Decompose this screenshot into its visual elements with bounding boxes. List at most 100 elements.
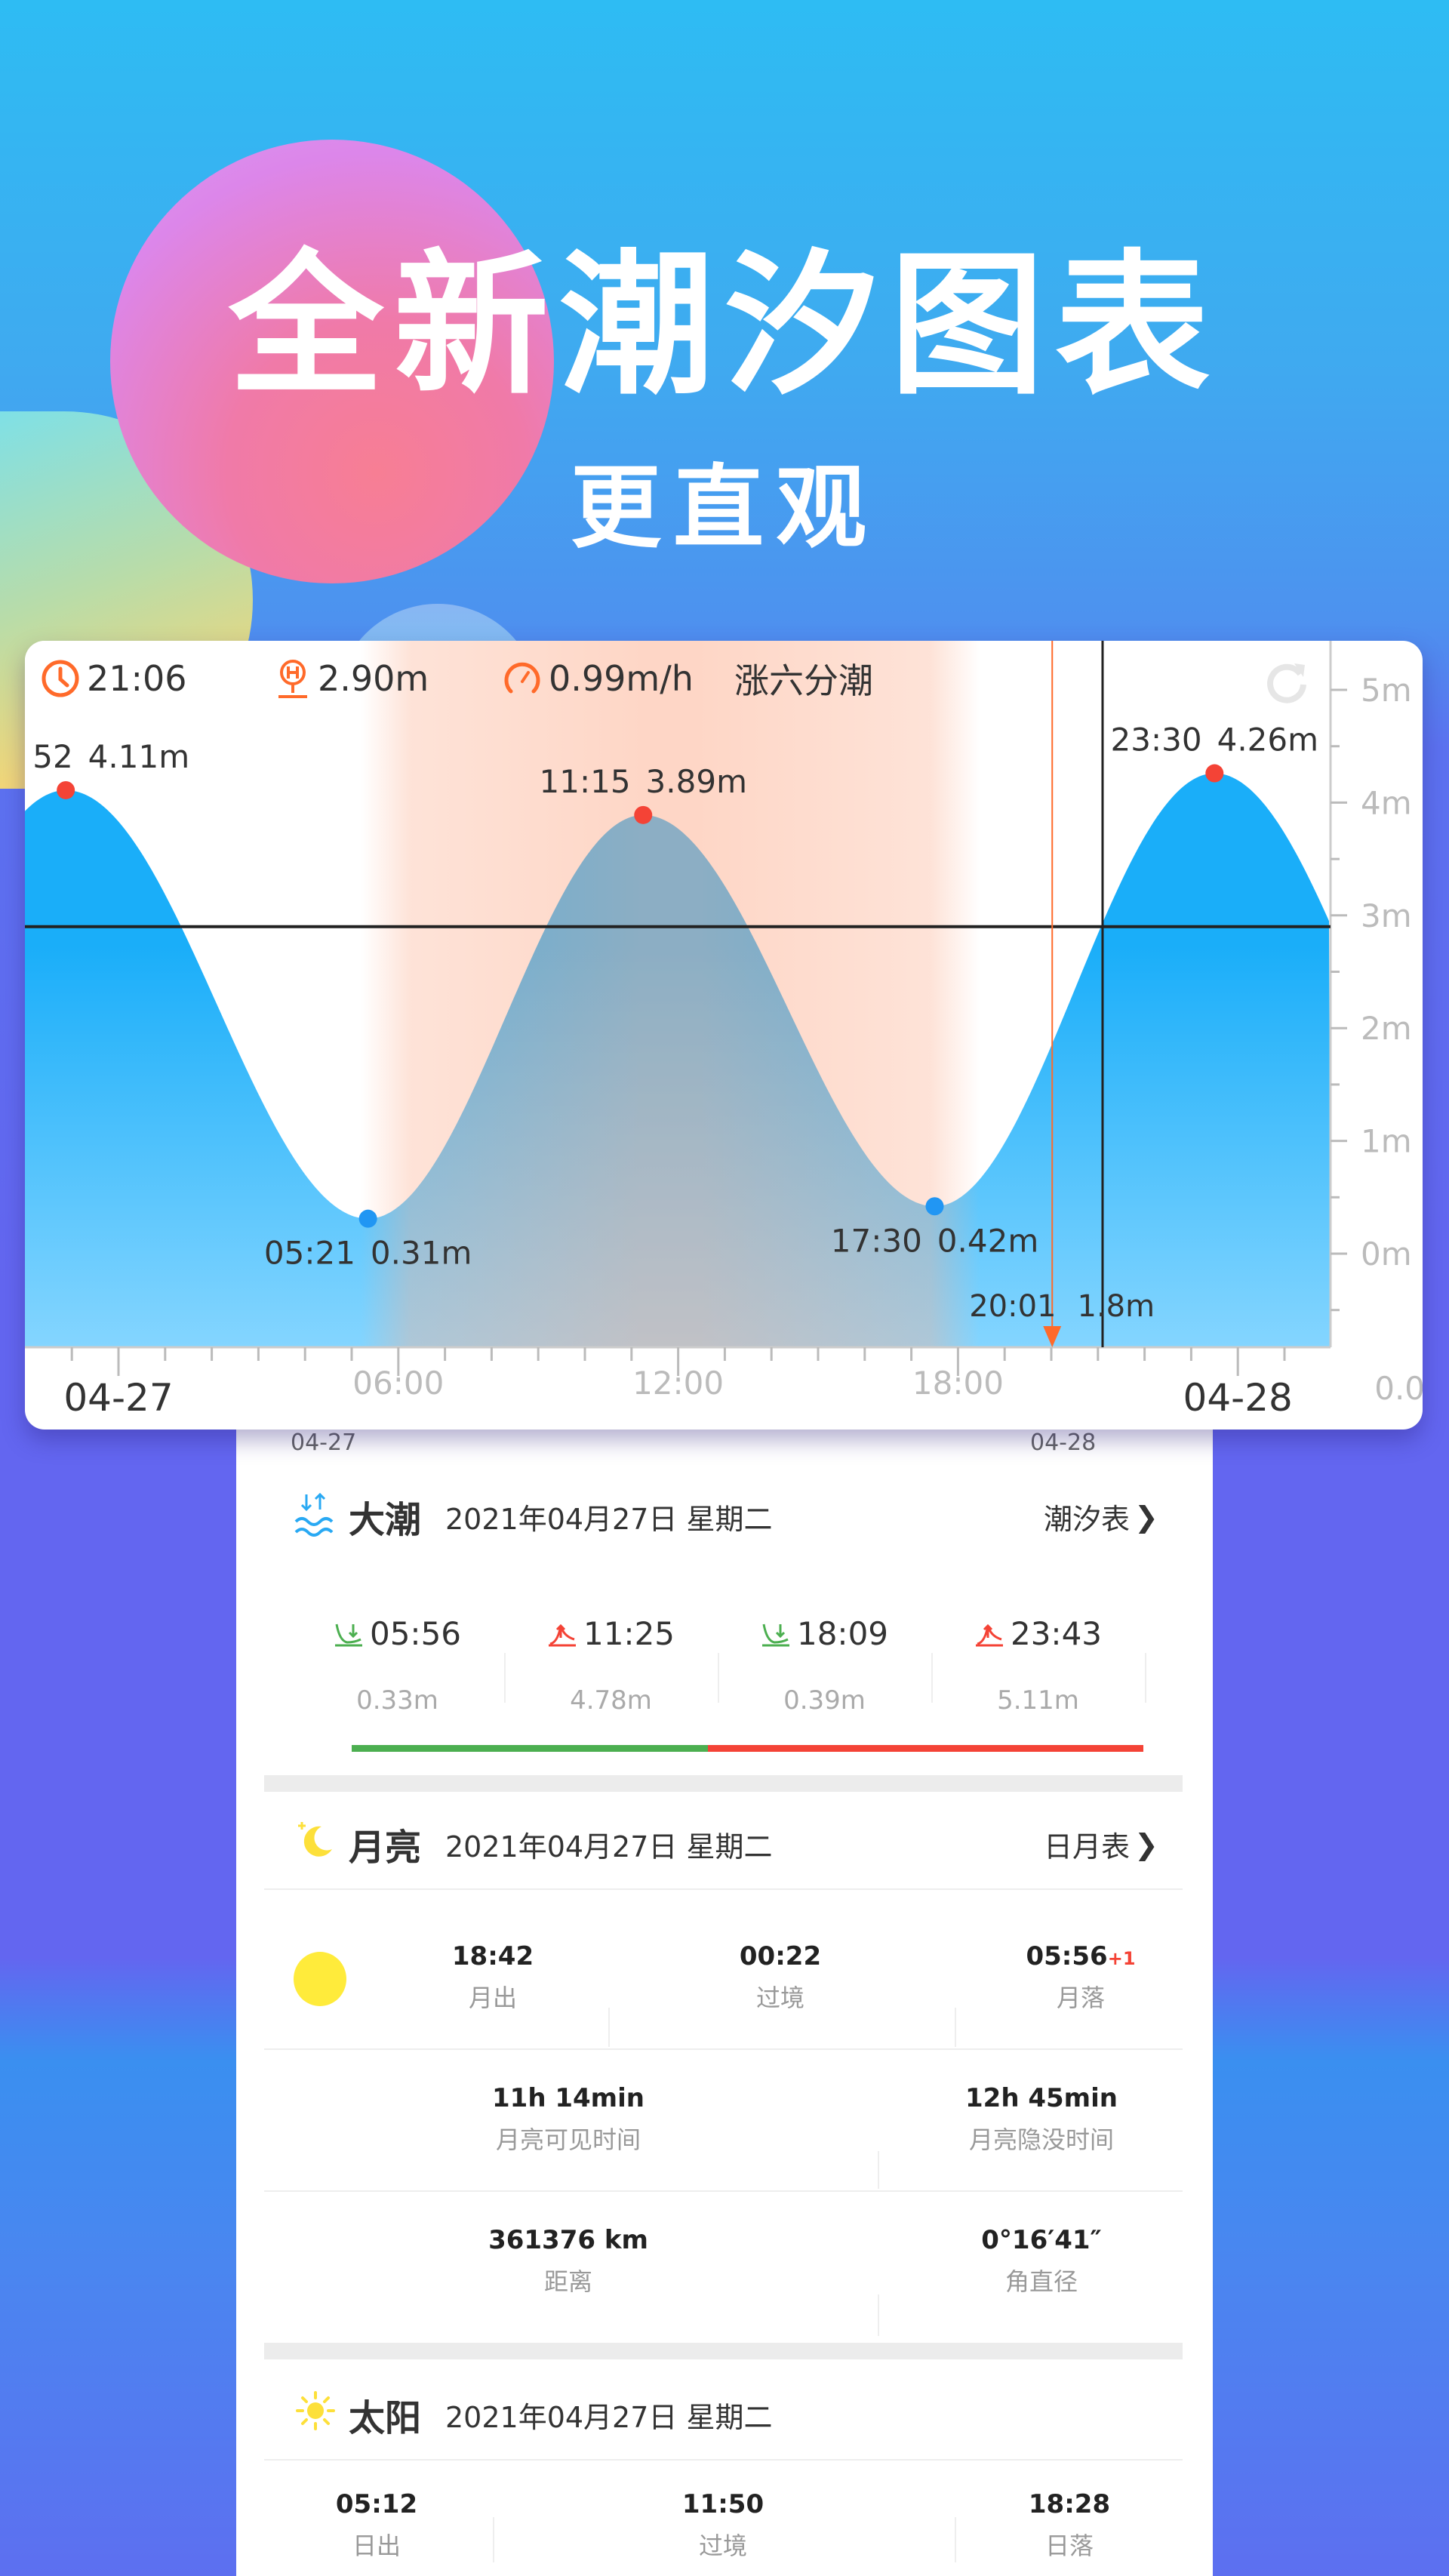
tide-table-link-label: 潮汐表 [1044, 1503, 1131, 1536]
extreme-label: 23:30 4.26m [1111, 722, 1318, 759]
info-time: 21:06 [40, 656, 187, 701]
sun-moon-table-link[interactable]: 日月表 ❯ [1044, 1824, 1158, 1865]
tide-chart[interactable]: 0m 1m 2m 3m 4m 5m 04-27 06:00 12:00 18:00 04-28 0.0… [25, 641, 1423, 1430]
info-height: 2.90m [274, 656, 429, 701]
marker-label: 20:01 1.8m [969, 1289, 1155, 1324]
tide-date: 2021年04月27日 星期二 [445, 1503, 773, 1536]
low-tide-point[interactable] [358, 1209, 377, 1228]
tide-table-link[interactable]: 潮汐表 ❯ [1044, 1496, 1158, 1537]
moon-diameter-label: 角直径 [1004, 2267, 1078, 2296]
y-tick-label: 4m [1361, 784, 1412, 821]
tide-event-height: 4.78m [570, 1685, 652, 1716]
moon-transit-label: 过境 [755, 1984, 805, 2012]
moonrise-label: 月出 [468, 1984, 518, 2012]
moon-diameter: 0°16′41″ 角直径 [981, 2225, 1101, 2297]
tide-progress-bar [352, 1745, 1143, 1752]
tide-event-height: 5.11m [997, 1685, 1079, 1716]
detail-panel [236, 1419, 1213, 2576]
divider [493, 2517, 494, 2562]
extreme-label: 52 4.11m [32, 738, 189, 775]
extreme-height: 3.89m [646, 763, 747, 800]
moonset-next-day: +1 [1107, 1948, 1136, 1969]
moon-transit: 00:22 过境 [740, 1941, 821, 2014]
chevron-right-icon: ❯ [1134, 1827, 1158, 1861]
y-tick-label: 5m [1361, 672, 1412, 709]
divider [955, 2008, 956, 2047]
tide-event: 23:43 5.11m [931, 1615, 1145, 1716]
moon-title: 月亮 [349, 1827, 422, 1869]
divider [264, 2190, 1183, 2192]
sun-icon [296, 2391, 335, 2430]
marker-height: 1.8m [1078, 1289, 1155, 1324]
ghost-axis-label: 04-27 [291, 1430, 357, 1456]
high-tide-point[interactable] [1205, 764, 1224, 783]
moon-visible-label: 月亮可见时间 [495, 2125, 641, 2154]
divider [878, 2294, 879, 2336]
flood-icon [975, 1623, 1003, 1646]
x-tick-label: 04-27 [63, 1376, 173, 1420]
sun-transit-value: 11:50 [681, 2489, 764, 2519]
divider [931, 1653, 933, 1703]
info-height-value: 2.90m [318, 658, 429, 699]
sun-transit: 11:50 过境 [682, 2489, 764, 2562]
corner-label: 0.00 [1374, 1370, 1423, 1407]
tide-event: 11:25 4.78m [504, 1615, 718, 1716]
moon-date: 2021年04月27日 星期二 [445, 1830, 773, 1864]
sun-date: 2021年04月27日 星期二 [445, 2401, 773, 2434]
x-tick-label: 06:00 [352, 1365, 444, 1402]
refresh-icon[interactable] [1263, 657, 1311, 706]
extreme-height: 0.31m [371, 1235, 472, 1272]
extreme-height: 0.42m [937, 1222, 1038, 1259]
divider [1145, 1653, 1146, 1703]
moon-hidden: 12h 45min 月亮隐没时间 [965, 2083, 1118, 2156]
ebb-icon [761, 1623, 789, 1646]
flood-icon [548, 1623, 576, 1646]
moonrise: 18:42 月出 [452, 1941, 534, 2014]
hero-title: 全新潮汐图表 [229, 235, 1220, 416]
moonset-value: 05:56 [1026, 1941, 1108, 1971]
x-tick-label: 04-28 [1183, 1376, 1293, 1420]
tide-gauge-icon [278, 660, 307, 698]
marker-arrow-icon[interactable] [1043, 1326, 1062, 1347]
high-tide-point[interactable] [57, 780, 75, 799]
sunset: 18:28 日落 [1029, 2489, 1110, 2562]
tide-event-height: 0.33m [356, 1685, 438, 1716]
tide-event-height: 0.39m [783, 1685, 866, 1716]
moon-stars-icon [298, 1822, 332, 1857]
divider [504, 1653, 506, 1703]
divider [955, 2517, 956, 2562]
tide-progress-fill [352, 1745, 709, 1752]
tide-event: 18:09 0.39m [718, 1615, 931, 1716]
moon-hidden-label: 月亮隐没时间 [968, 2125, 1114, 2154]
sun-title: 太阳 [349, 2397, 422, 2439]
sun-transit-label: 过境 [698, 2531, 748, 2560]
moonset-label: 月落 [1056, 1984, 1106, 2012]
tide-waves-icon [294, 1493, 334, 1537]
extreme-label: 05:21 0.31m [264, 1235, 472, 1272]
tide-event-time: 23:43 [1010, 1615, 1103, 1652]
daylight-band [361, 641, 980, 1347]
high-tide-point[interactable] [634, 805, 653, 824]
moonrise-value: 18:42 [451, 1941, 534, 1971]
moonset: 05:56+1 月落 [1026, 1941, 1135, 2014]
sunrise-label: 日出 [352, 2531, 401, 2560]
moon-distance-label: 距离 [543, 2267, 593, 2296]
hero-subtitle: 更直观 [571, 454, 878, 561]
divider [878, 2151, 879, 2189]
y-tick-label: 3m [1361, 897, 1412, 934]
x-tick-label: 12:00 [632, 1365, 724, 1402]
extreme-label: 17:30 0.42m [831, 1222, 1038, 1259]
moon-transit-value: 00:22 [739, 1941, 822, 1971]
tide-chart-card[interactable]: 0m 1m 2m 3m 4m 5m 04-27 06:00 12:00 18:00 04-28 0.0… [25, 641, 1423, 1430]
sunset-label: 日落 [1044, 2531, 1094, 2560]
decor-bubble-pink [110, 140, 554, 583]
moon-distance-value: 361376 km [488, 2225, 648, 2255]
extreme-height: 4.11m [88, 738, 189, 775]
info-speed: 0.99m/h [502, 656, 694, 701]
x-tick-label: 18:00 [912, 1365, 1004, 1402]
extreme-label: 11:15 3.89m [540, 763, 747, 800]
marker-time: 20:01 [969, 1289, 1056, 1324]
moon-phase-full-icon [294, 1952, 346, 2006]
extreme-time: 23:30 [1111, 722, 1202, 759]
low-tide-point[interactable] [925, 1197, 944, 1216]
